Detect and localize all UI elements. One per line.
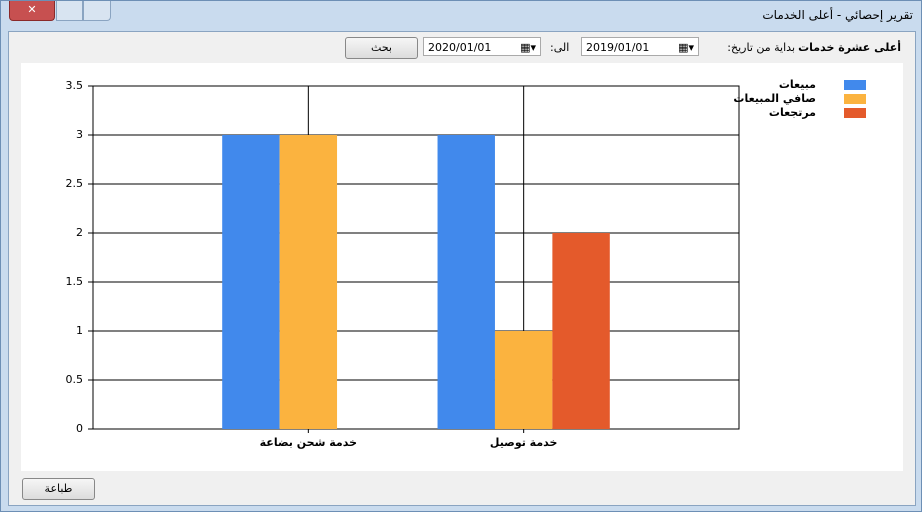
legend-swatch <box>844 108 866 118</box>
to-date-text: 2020/01/01 <box>428 41 492 54</box>
legend-label: مرتجعات <box>769 106 816 119</box>
print-button[interactable]: طباعة <box>22 478 95 500</box>
close-button[interactable]: ✕ <box>9 1 55 21</box>
to-date[interactable]: 2020/01/01 ▦▾ <box>423 37 541 56</box>
y-tick-label: 3.5 <box>66 79 84 92</box>
from-label: بداية من تاريخ: <box>727 41 795 54</box>
y-tick-label: 0 <box>76 422 83 435</box>
bar <box>279 135 338 429</box>
legend-label: مبيعات <box>779 78 816 91</box>
y-tick-label: 1.5 <box>66 275 84 288</box>
y-tick-label: 0.5 <box>66 373 84 386</box>
chart: 0 0.5 1 1.5 2 2.5 3 3.5 خدمة شحن بضاعة خدمة توصيل… <box>21 63 903 471</box>
x-tick-label: خدمة شحن بضاعة <box>260 436 357 449</box>
heading: أعلى عشرة خدمات <box>798 41 901 54</box>
y-tick-label: 1 <box>76 324 83 337</box>
from-date[interactable]: 2019/01/01 ▦▾ <box>581 37 699 56</box>
maximize-button[interactable] <box>56 1 83 21</box>
y-tick-label: 2 <box>76 226 83 239</box>
client-area: أعلى عشرة خدمات بداية من تاريخ: 2019/01/… <box>8 31 916 506</box>
legend-swatch <box>844 80 866 90</box>
y-tick-label: 3 <box>76 128 83 141</box>
y-tick-label: 2.5 <box>66 177 84 190</box>
from-date-text: 2019/01/01 <box>586 41 650 54</box>
plot-border <box>92 85 740 430</box>
bar <box>437 135 495 429</box>
search-button[interactable]: بحث <box>345 37 418 59</box>
legend-label: صافي المبيعات <box>733 92 816 105</box>
x-tick-label: خدمة توصيل <box>490 436 558 449</box>
window-title: تقرير إحصائي - أعلى الخدمات <box>762 8 913 22</box>
bar <box>222 135 280 429</box>
to-label: الى: <box>550 41 570 54</box>
legend-swatch <box>844 94 866 104</box>
bar <box>494 331 553 429</box>
minimize-button[interactable] <box>83 1 111 21</box>
bar <box>552 233 610 429</box>
